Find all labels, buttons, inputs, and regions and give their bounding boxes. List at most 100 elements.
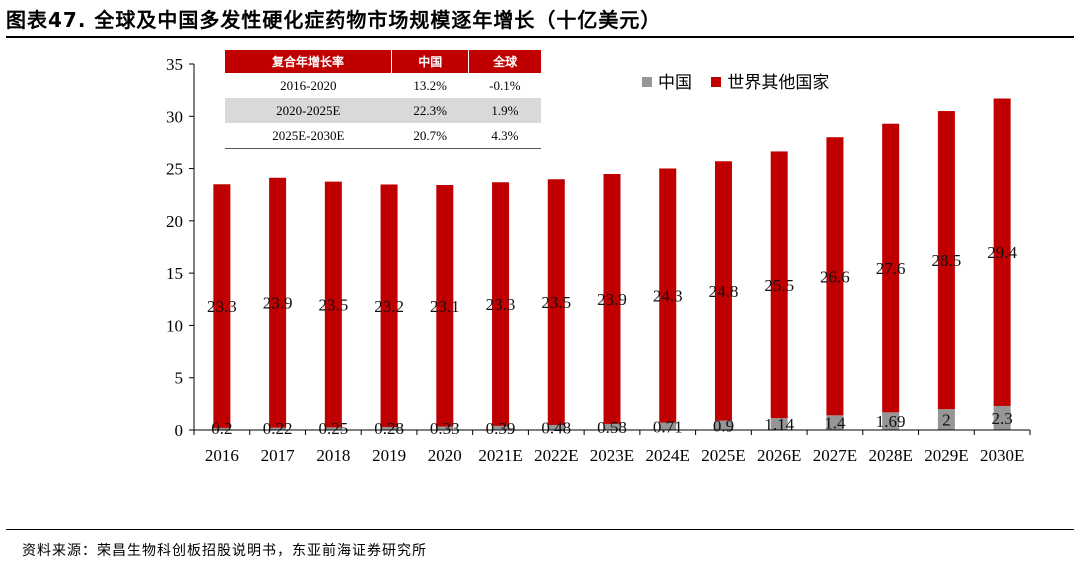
bar-rest-of-world: [714, 161, 732, 421]
cagr-period: 2016-2020: [280, 77, 337, 93]
x-tick-label: 2021E: [478, 446, 522, 465]
x-tick-label: 2020: [428, 446, 462, 465]
cagr-header-period: 复合年增长率: [225, 50, 393, 73]
bar-china: [324, 427, 342, 430]
x-tick-label: 2029E: [924, 446, 968, 465]
bar-china: [547, 424, 565, 430]
bar-rest-of-world: [826, 137, 844, 416]
data-label-china: 0.28: [374, 419, 404, 438]
figure-title: 图表47. 全球及中国多发性硬化症药物市场规模逐年增长（十亿美元）: [6, 8, 662, 32]
bar-rest-of-world: [213, 184, 231, 428]
cagr-table-header-row: 复合年增长率 中国 全球: [225, 50, 541, 73]
bar-china: [269, 427, 287, 430]
x-tick-label: 2019: [372, 446, 406, 465]
cagr-global: -0.1%: [489, 77, 521, 93]
data-label-china: 0.25: [318, 419, 348, 438]
data-label-rest-of-world: 27.6: [876, 259, 906, 278]
bar-china: [882, 412, 900, 430]
bar-rest-of-world: [436, 184, 454, 427]
cagr-global: 1.9%: [468, 98, 541, 123]
legend-item-rest-of-world: 世界其他国家: [711, 73, 829, 93]
legend-swatch-china: [642, 77, 652, 87]
bar-china: [714, 420, 732, 430]
cagr-global: 4.3%: [468, 123, 541, 149]
bar-china: [937, 409, 955, 430]
data-label-rest-of-world: 23.9: [597, 290, 627, 309]
data-label-china: 0.39: [486, 419, 516, 438]
data-label-rest-of-world: 24.8: [709, 282, 739, 301]
data-label-china: 1.4: [824, 414, 846, 433]
y-tick-label: 15: [166, 264, 183, 283]
x-tick-label: 2028E: [868, 446, 912, 465]
bottom-rule: [6, 529, 1074, 530]
data-label-rest-of-world: 23.5: [541, 293, 571, 312]
cagr-china: 13.2%: [413, 77, 447, 93]
data-label-china: 0.58: [597, 418, 627, 437]
data-label-china: 2: [942, 411, 951, 430]
bar-rest-of-world: [882, 123, 900, 413]
chart-legend: 中国 世界其他国家: [642, 68, 843, 93]
bar-china: [213, 427, 231, 430]
x-tick-label: 2025E: [701, 446, 745, 465]
cagr-period: 2020-2025E: [225, 98, 392, 123]
legend-label-rest-of-world: 世界其他国家: [727, 73, 830, 93]
data-label-rest-of-world: 23.3: [207, 297, 237, 316]
data-label-rest-of-world: 23.5: [318, 296, 348, 315]
data-label-rest-of-world: 26.6: [820, 267, 850, 286]
data-label-china: 0.9: [713, 416, 734, 435]
data-label-china: 0.48: [541, 418, 571, 437]
data-label-china: 0.71: [653, 417, 683, 436]
bar-china: [436, 426, 454, 430]
cagr-header-global: 全球: [468, 50, 541, 73]
y-tick-label: 35: [166, 55, 183, 74]
bar-rest-of-world: [993, 98, 1011, 406]
data-label-china: 1.69: [876, 412, 906, 431]
data-label-rest-of-world: 23.2: [374, 297, 404, 316]
data-label-rest-of-world: 23.9: [263, 294, 293, 313]
table-row: 2020-2025E 22.3% 1.9%: [225, 98, 541, 123]
table-row: 2016-2020 13.2% -0.1%: [225, 73, 541, 98]
bar-china: [492, 425, 510, 430]
x-tick-label: 2022E: [534, 446, 578, 465]
bar-china: [659, 422, 677, 430]
legend-item-china: 中国: [642, 73, 697, 93]
cagr-period: 2025E-2030E: [225, 123, 392, 149]
data-label-china: 0.33: [430, 419, 460, 438]
bar-china: [993, 405, 1011, 430]
bar-rest-of-world: [269, 177, 287, 428]
y-tick-label: 30: [166, 107, 183, 126]
bar-china: [380, 427, 398, 430]
legend-label-china: 中国: [658, 73, 692, 93]
y-tick-label: 0: [175, 421, 184, 440]
bar-rest-of-world: [547, 179, 565, 425]
legend-swatch-rest-of-world: [711, 77, 722, 87]
bar-rest-of-world: [770, 151, 788, 419]
x-tick-label: 2030E: [980, 446, 1024, 465]
bar-rest-of-world: [324, 181, 342, 428]
data-label-rest-of-world: 24.3: [653, 287, 683, 306]
x-tick-label: 2016: [205, 446, 239, 465]
table-row: 2025E-2030E 20.7% 4.3%: [225, 123, 541, 149]
data-label-rest-of-world: 25.5: [764, 276, 794, 295]
bar-rest-of-world: [937, 111, 955, 410]
title-rule: [6, 36, 1074, 38]
y-tick-label: 5: [175, 369, 184, 388]
y-tick-label: 20: [166, 212, 183, 231]
x-tick-label: 2027E: [813, 446, 857, 465]
cagr-header-china: 中国: [391, 50, 470, 73]
x-tick-label: 2024E: [646, 446, 690, 465]
data-label-china: 0.2: [211, 419, 232, 438]
data-label-rest-of-world: 28.5: [932, 251, 962, 270]
cagr-table: 复合年增长率 中国 全球 2016-2020 13.2% -0.1% 2020-…: [225, 50, 541, 149]
bar-rest-of-world: [603, 174, 621, 424]
x-tick-label: 2018: [316, 446, 350, 465]
bar-china: [603, 423, 621, 430]
data-label-rest-of-world: 23.1: [430, 297, 460, 316]
x-tick-label: 2023E: [590, 446, 634, 465]
data-label-rest-of-world: 23.3: [486, 295, 516, 314]
bar-rest-of-world: [380, 184, 398, 428]
data-label-rest-of-world: 29.4: [987, 243, 1017, 262]
x-tick-label: 2017: [261, 446, 296, 465]
bar-china: [770, 418, 788, 430]
